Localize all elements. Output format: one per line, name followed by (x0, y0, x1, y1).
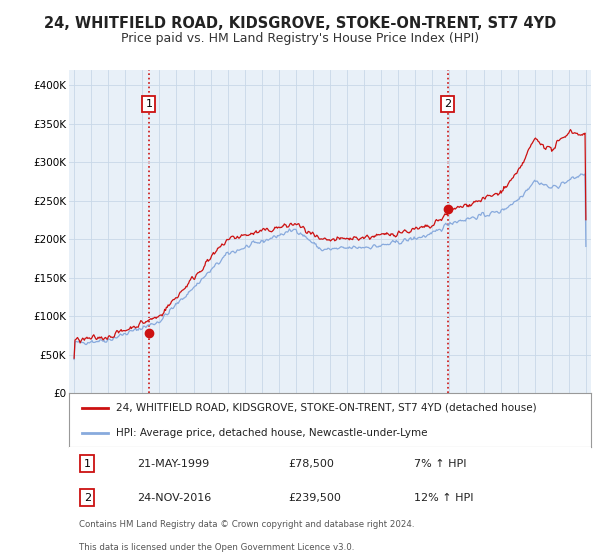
Text: £78,500: £78,500 (288, 459, 334, 469)
Text: 7% ↑ HPI: 7% ↑ HPI (413, 459, 466, 469)
Text: HPI: Average price, detached house, Newcastle-under-Lyme: HPI: Average price, detached house, Newc… (116, 428, 427, 438)
Text: 24-NOV-2016: 24-NOV-2016 (137, 493, 211, 503)
Text: 2: 2 (84, 493, 91, 503)
Text: 21-MAY-1999: 21-MAY-1999 (137, 459, 209, 469)
Text: £239,500: £239,500 (288, 493, 341, 503)
Text: 1: 1 (84, 459, 91, 469)
Text: 1: 1 (145, 99, 152, 109)
Text: 2: 2 (444, 99, 451, 109)
Text: 24, WHITFIELD ROAD, KIDSGROVE, STOKE-ON-TRENT, ST7 4YD: 24, WHITFIELD ROAD, KIDSGROVE, STOKE-ON-… (44, 16, 556, 31)
Text: 12% ↑ HPI: 12% ↑ HPI (413, 493, 473, 503)
Text: Contains HM Land Registry data © Crown copyright and database right 2024.: Contains HM Land Registry data © Crown c… (79, 520, 415, 529)
Text: This data is licensed under the Open Government Licence v3.0.: This data is licensed under the Open Gov… (79, 543, 355, 552)
Text: Price paid vs. HM Land Registry's House Price Index (HPI): Price paid vs. HM Land Registry's House … (121, 32, 479, 45)
Text: 24, WHITFIELD ROAD, KIDSGROVE, STOKE-ON-TRENT, ST7 4YD (detached house): 24, WHITFIELD ROAD, KIDSGROVE, STOKE-ON-… (116, 403, 536, 413)
